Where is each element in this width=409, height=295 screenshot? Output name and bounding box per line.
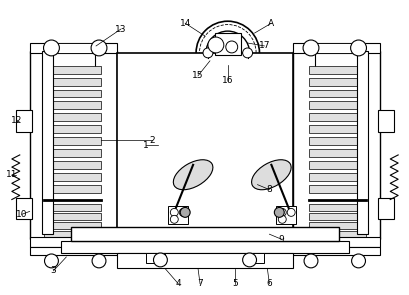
Bar bbox=[43, 161, 101, 169]
Bar bbox=[214, 33, 240, 55]
Circle shape bbox=[43, 40, 59, 56]
Circle shape bbox=[351, 254, 364, 268]
Text: 6: 6 bbox=[266, 279, 272, 288]
Bar bbox=[308, 149, 366, 157]
Bar bbox=[356, 51, 368, 234]
Text: 1: 1 bbox=[142, 140, 148, 150]
Text: 4: 4 bbox=[175, 279, 181, 288]
Bar bbox=[308, 204, 366, 212]
Circle shape bbox=[91, 40, 107, 56]
Bar bbox=[29, 43, 117, 53]
Circle shape bbox=[153, 253, 167, 267]
Bar bbox=[117, 253, 292, 268]
Text: 14: 14 bbox=[179, 19, 191, 28]
Bar bbox=[61, 241, 348, 253]
Bar bbox=[43, 101, 101, 109]
Circle shape bbox=[278, 209, 285, 216]
Text: 3: 3 bbox=[50, 266, 56, 275]
Bar bbox=[43, 125, 101, 133]
Bar bbox=[308, 222, 366, 229]
Bar bbox=[43, 78, 101, 86]
Text: 10: 10 bbox=[16, 210, 27, 219]
Bar bbox=[276, 206, 295, 224]
Text: 12: 12 bbox=[11, 116, 22, 125]
Bar bbox=[308, 173, 366, 181]
Bar bbox=[43, 66, 101, 74]
Bar bbox=[29, 237, 117, 247]
Circle shape bbox=[303, 254, 317, 268]
Text: 2: 2 bbox=[149, 136, 155, 145]
Bar bbox=[16, 198, 31, 219]
Bar bbox=[292, 43, 380, 53]
Bar bbox=[43, 149, 101, 157]
Bar bbox=[308, 90, 366, 97]
Circle shape bbox=[225, 41, 237, 53]
Bar bbox=[43, 90, 101, 97]
Circle shape bbox=[302, 40, 318, 56]
Bar bbox=[292, 247, 380, 255]
Circle shape bbox=[170, 209, 178, 216]
Bar bbox=[41, 51, 53, 234]
Bar bbox=[378, 198, 393, 219]
Circle shape bbox=[92, 254, 106, 268]
Bar bbox=[378, 110, 393, 132]
Bar bbox=[52, 53, 95, 68]
Bar bbox=[308, 213, 366, 220]
Bar bbox=[29, 247, 117, 255]
Circle shape bbox=[242, 253, 256, 267]
Bar bbox=[43, 213, 101, 220]
Bar bbox=[314, 53, 357, 68]
Bar bbox=[244, 253, 264, 263]
Bar bbox=[16, 110, 31, 132]
Bar bbox=[308, 185, 366, 193]
Bar bbox=[308, 113, 366, 121]
Bar bbox=[308, 137, 366, 145]
Ellipse shape bbox=[173, 160, 212, 190]
Circle shape bbox=[242, 48, 252, 58]
Circle shape bbox=[179, 209, 187, 216]
Text: 11: 11 bbox=[6, 170, 18, 179]
Text: 9: 9 bbox=[278, 235, 283, 244]
Circle shape bbox=[350, 40, 366, 56]
Ellipse shape bbox=[251, 160, 290, 190]
Bar bbox=[308, 78, 366, 86]
Bar bbox=[145, 253, 165, 263]
Text: 15: 15 bbox=[192, 71, 203, 80]
Text: 13: 13 bbox=[115, 24, 126, 34]
Bar bbox=[29, 51, 117, 239]
Bar bbox=[43, 204, 101, 212]
Bar bbox=[308, 125, 366, 133]
Bar bbox=[43, 222, 101, 229]
Bar bbox=[292, 51, 380, 239]
Bar bbox=[308, 231, 366, 238]
Circle shape bbox=[180, 207, 190, 217]
Circle shape bbox=[278, 215, 285, 223]
Bar bbox=[43, 231, 101, 238]
Bar bbox=[168, 206, 188, 224]
Text: 8: 8 bbox=[266, 185, 272, 194]
Text: 16: 16 bbox=[222, 76, 233, 85]
Circle shape bbox=[45, 254, 58, 268]
Text: 17: 17 bbox=[258, 42, 270, 50]
Text: 5: 5 bbox=[231, 279, 237, 288]
Bar bbox=[43, 113, 101, 121]
Bar bbox=[52, 43, 95, 53]
Bar bbox=[308, 161, 366, 169]
Text: 7: 7 bbox=[197, 279, 202, 288]
Bar bbox=[43, 173, 101, 181]
Circle shape bbox=[202, 48, 212, 58]
Bar bbox=[308, 101, 366, 109]
Circle shape bbox=[170, 215, 178, 223]
Text: A: A bbox=[267, 19, 274, 28]
Bar bbox=[71, 227, 338, 241]
Bar bbox=[292, 237, 380, 247]
Bar bbox=[43, 137, 101, 145]
Circle shape bbox=[274, 207, 283, 217]
Circle shape bbox=[207, 37, 223, 53]
Bar bbox=[43, 185, 101, 193]
Bar bbox=[314, 43, 357, 53]
Bar bbox=[308, 66, 366, 74]
Circle shape bbox=[287, 209, 294, 216]
Bar bbox=[117, 53, 292, 237]
